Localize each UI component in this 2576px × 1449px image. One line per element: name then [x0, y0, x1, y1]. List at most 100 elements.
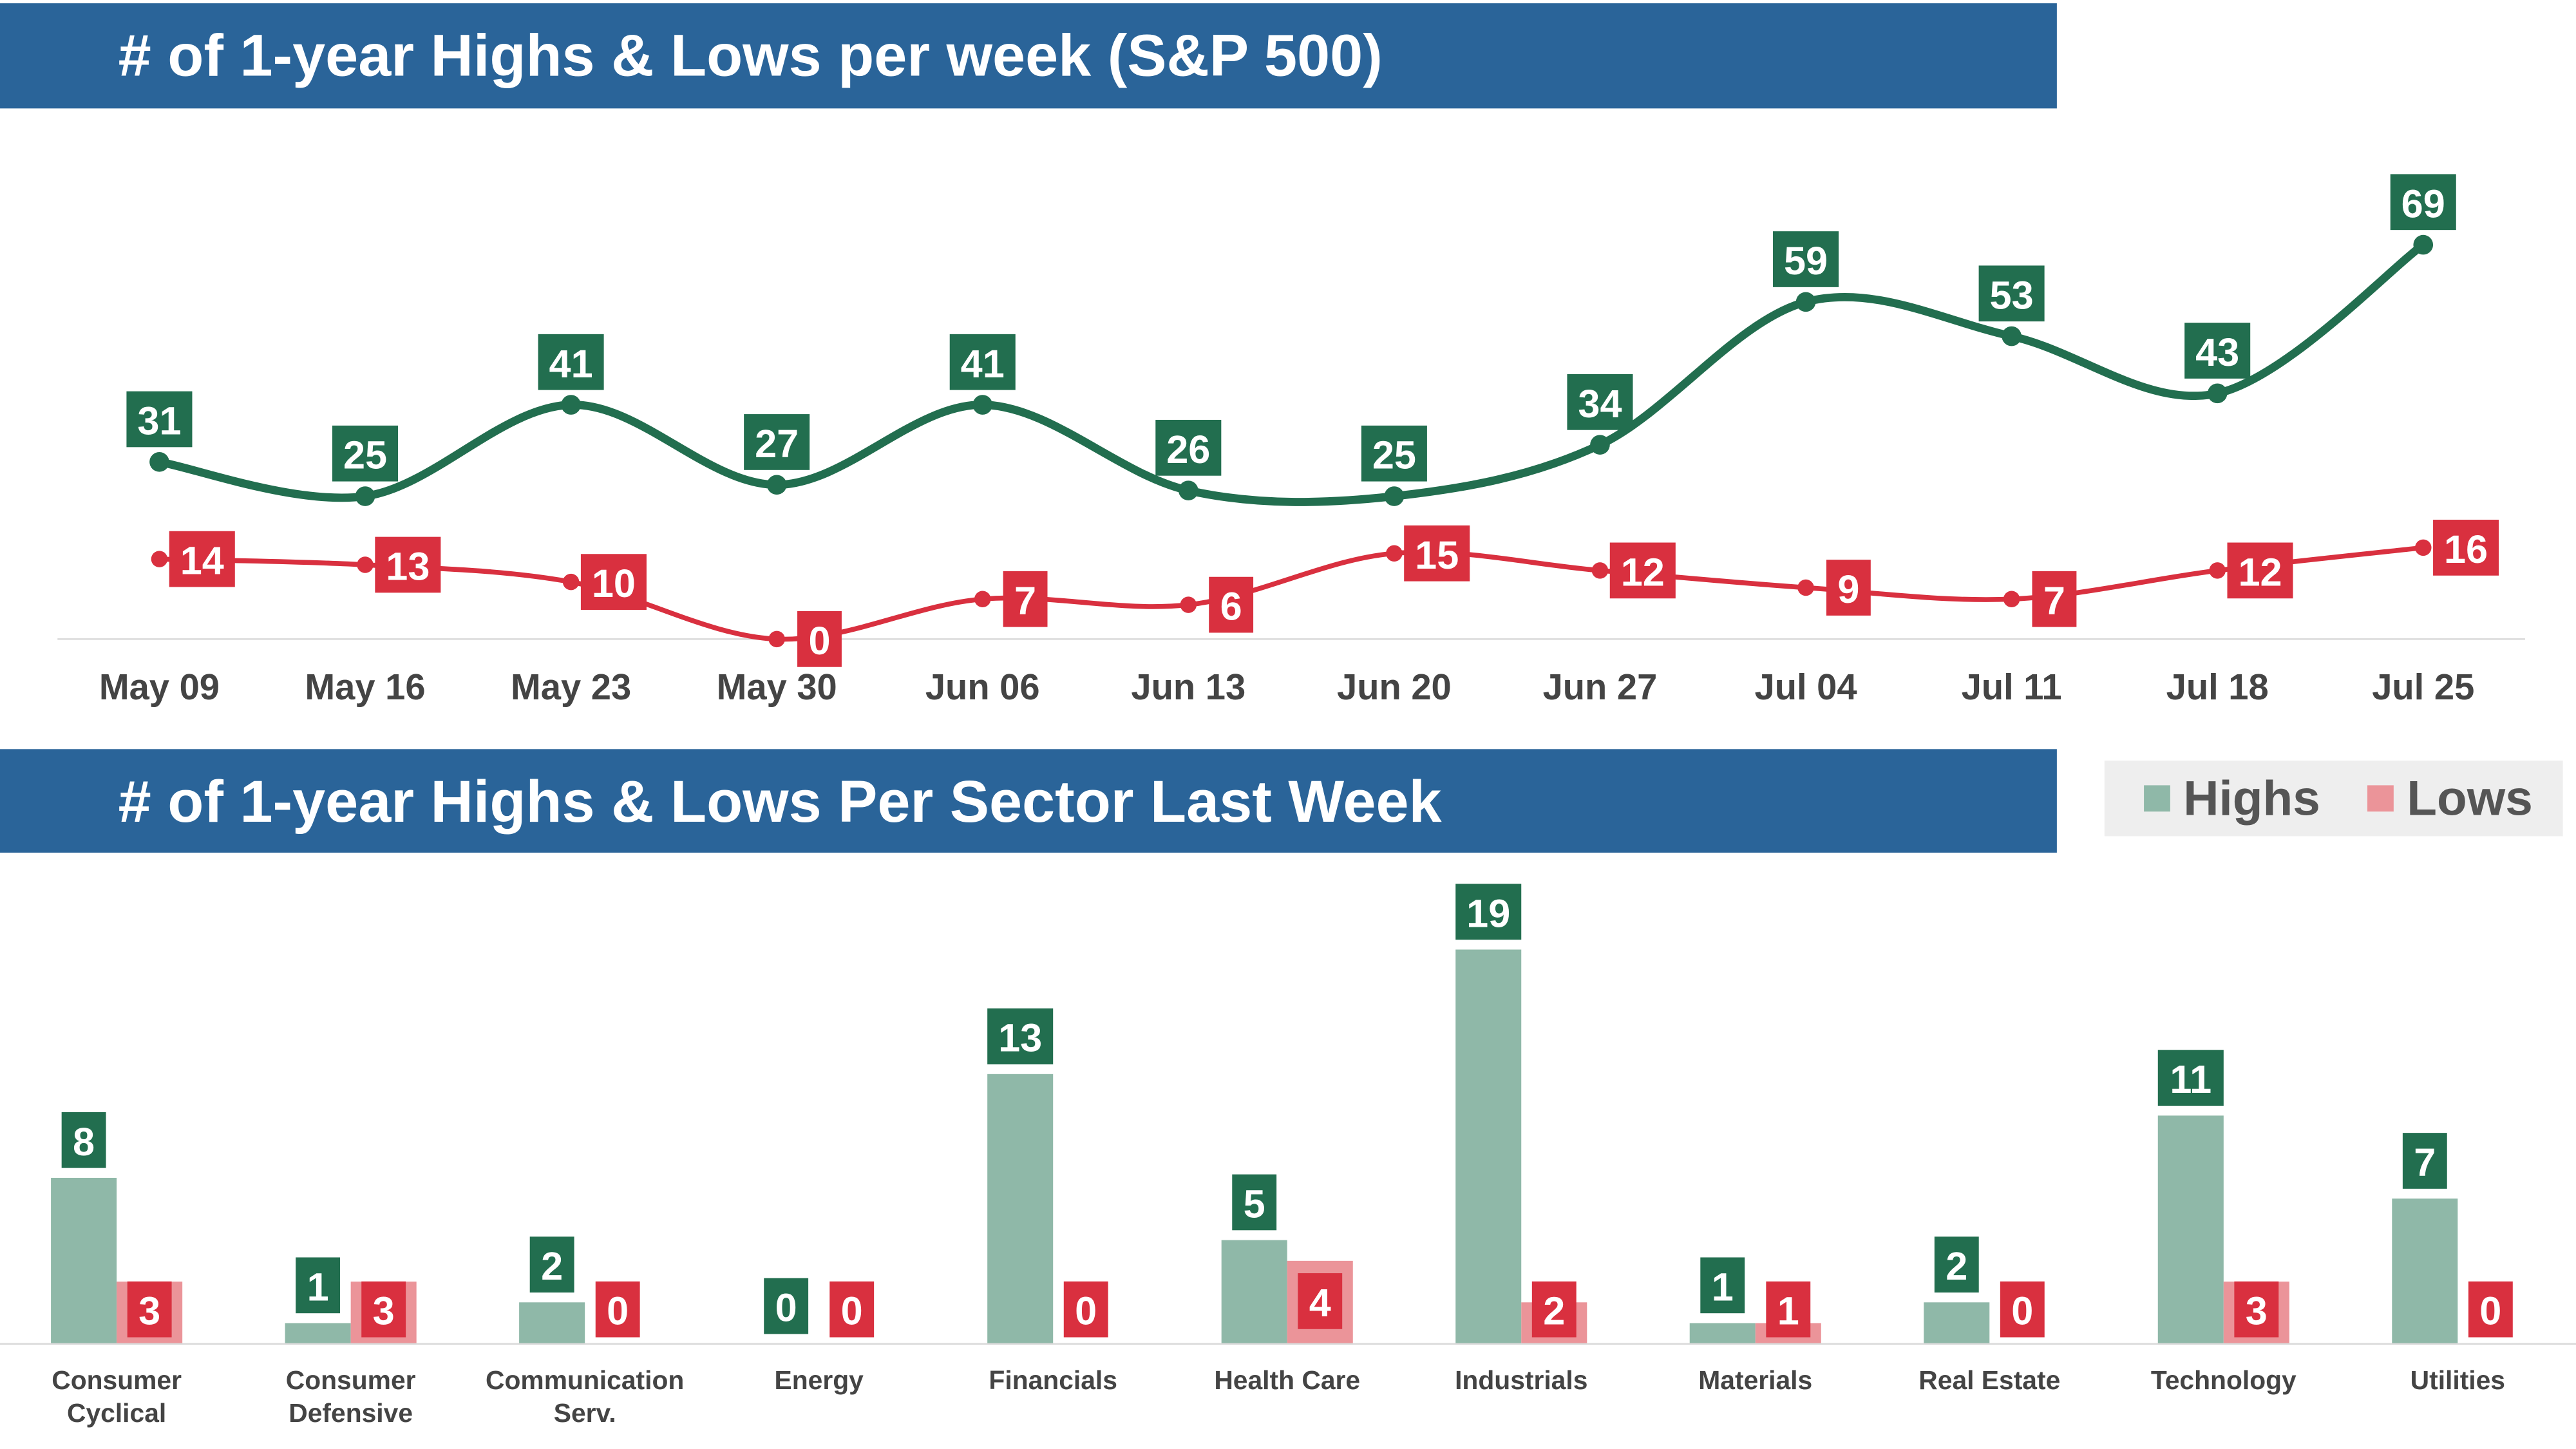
value-label: 2	[541, 1244, 563, 1288]
value-label: 0	[2479, 1289, 2501, 1333]
x-tick-label: Consumer Cyclical	[52, 1365, 182, 1428]
legend-swatch	[2367, 785, 2394, 812]
value-label-box	[2184, 323, 2251, 379]
bar	[1689, 1323, 1756, 1344]
value-label: 26	[1166, 428, 1210, 471]
value-label: 11	[2170, 1057, 2211, 1101]
bar	[51, 1177, 117, 1344]
value-label: 59	[1784, 239, 1828, 283]
value-label-box	[1298, 1273, 1343, 1329]
x-tick-label: Communication Serv.	[486, 1365, 684, 1428]
data-point	[768, 630, 785, 648]
value-label: 12	[2238, 550, 2282, 594]
bar	[519, 1302, 585, 1344]
x-tick-label-line: Consumer	[286, 1365, 416, 1395]
value-label-box	[797, 611, 842, 667]
value-label-box	[529, 1236, 574, 1293]
value-label-box	[375, 536, 441, 593]
value-label: 15	[1415, 533, 1459, 577]
value-label-box	[2468, 1281, 2513, 1338]
data-point	[1797, 579, 1814, 596]
value-label: 12	[1621, 550, 1665, 594]
data-point	[2209, 562, 2226, 579]
data-line	[158, 241, 2426, 506]
value-label: 6	[1220, 585, 1242, 629]
x-tick-label-line: Real Estate	[1918, 1365, 2060, 1395]
value-label-box	[2390, 174, 2456, 231]
x-tick-label: Health Care	[1214, 1365, 1360, 1395]
value-label: 4	[1309, 1281, 1331, 1325]
x-tick-label: Jun 13	[1131, 667, 1245, 707]
value-label-box	[1773, 231, 1839, 287]
value-label-box	[1700, 1257, 1745, 1314]
bar	[2392, 1198, 2458, 1344]
data-point	[355, 486, 375, 506]
value-label: 3	[2246, 1289, 2268, 1333]
value-label: 34	[1578, 382, 1622, 426]
value-label: 27	[755, 422, 799, 466]
value-label: 25	[343, 433, 387, 477]
x-tick-label-line: Cyclical	[67, 1398, 166, 1428]
value-label-box	[2000, 1281, 2045, 1338]
value-label: 2	[1543, 1289, 1565, 1333]
value-label: 10	[592, 562, 636, 605]
value-label-box	[126, 391, 193, 448]
value-label: 41	[549, 342, 593, 386]
x-tick-label: Jul 25	[2372, 667, 2474, 707]
x-tick-label-line: Materials	[1698, 1365, 1812, 1395]
chart-title: # of 1-year Highs & Lows Per Sector Last…	[118, 769, 1443, 835]
x-tick-label: Materials	[1698, 1365, 1812, 1395]
value-label-box	[580, 554, 647, 610]
value-label: 3	[373, 1289, 395, 1333]
x-tick-label-line: Defensive	[289, 1398, 413, 1428]
value-label: 1	[1712, 1265, 1734, 1309]
value-label-box	[1826, 560, 1871, 616]
value-label: 43	[2195, 330, 2239, 374]
data-point	[2413, 234, 2434, 255]
value-label: 0	[808, 619, 830, 663]
value-label: 0	[607, 1289, 629, 1333]
data-line	[159, 545, 2424, 642]
data-point	[1590, 435, 1610, 455]
value-label-box	[1567, 374, 1633, 430]
bar	[1455, 949, 1522, 1344]
value-label: 7	[2043, 579, 2065, 623]
x-tick-label-line: Utilities	[2410, 1365, 2505, 1395]
value-label: 41	[961, 342, 1005, 386]
x-tick-label-line: Technology	[2151, 1365, 2297, 1395]
x-tick-label: Utilities	[2410, 1365, 2505, 1395]
data-point	[357, 556, 374, 573]
value-label-box	[332, 425, 399, 482]
value-label: 14	[180, 539, 224, 583]
data-point	[2415, 539, 2432, 556]
x-tick-label: Energy	[775, 1365, 864, 1395]
value-label-box	[1155, 419, 1222, 476]
data-point	[1180, 596, 1197, 613]
data-point	[561, 395, 581, 415]
data-point	[972, 395, 993, 415]
data-point	[1795, 292, 1816, 312]
value-label-box	[2227, 542, 2293, 599]
value-label: 25	[1372, 433, 1416, 477]
title-banner	[0, 749, 2057, 853]
x-tick-label-line: Serv.	[554, 1398, 616, 1428]
value-label: 0	[2011, 1289, 2033, 1333]
x-tick-label: Jun 27	[1543, 667, 1658, 707]
x-tick-label-line: Financials	[989, 1365, 1117, 1395]
x-tick-label: Real Estate	[1918, 1365, 2060, 1395]
value-label-box	[987, 1008, 1054, 1065]
value-label: 1	[1777, 1289, 1799, 1333]
value-label: 0	[775, 1286, 797, 1330]
bar	[1221, 1240, 1287, 1344]
value-label: 7	[1014, 579, 1036, 623]
value-label: 31	[137, 399, 181, 443]
title-banner	[0, 3, 2057, 109]
x-tick-label-line: Consumer	[52, 1365, 182, 1395]
value-label: 9	[1837, 567, 1859, 611]
x-tick-label-line: Industrials	[1455, 1365, 1587, 1395]
value-label: 16	[2444, 527, 2488, 571]
data-point	[1386, 545, 1403, 562]
data-point	[562, 573, 580, 591]
